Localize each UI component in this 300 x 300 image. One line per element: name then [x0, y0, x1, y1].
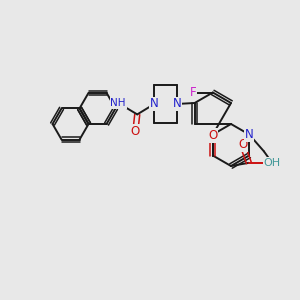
Text: N: N	[150, 98, 159, 110]
Text: NH: NH	[110, 98, 126, 108]
Text: O: O	[131, 125, 140, 138]
Text: N: N	[173, 98, 182, 110]
Text: F: F	[190, 86, 196, 99]
Text: O: O	[238, 139, 247, 152]
Text: O: O	[208, 129, 218, 142]
Text: N: N	[245, 128, 254, 141]
Text: OH: OH	[264, 158, 281, 168]
